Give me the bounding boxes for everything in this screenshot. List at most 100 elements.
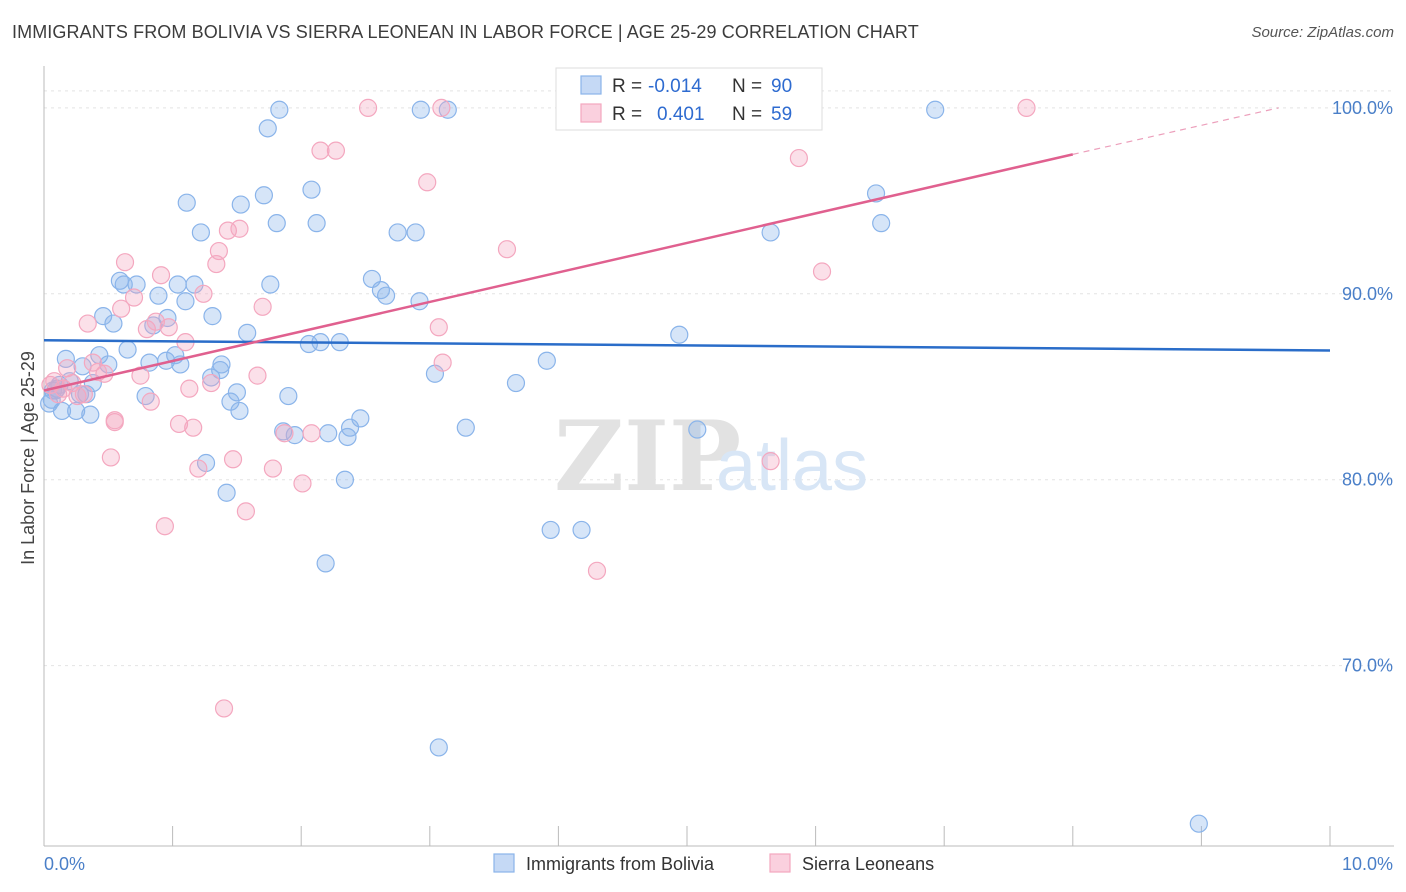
data-point	[83, 353, 102, 372]
legend-swatch-bolivia	[580, 75, 602, 95]
data-point	[194, 284, 213, 303]
data-point	[141, 392, 160, 411]
data-point	[307, 214, 326, 233]
data-point	[253, 297, 272, 316]
data-point	[299, 334, 319, 354]
watermark-atlas: atlas	[716, 426, 868, 506]
bottom-legend: Immigrants from Bolivia Sierra Leoneans	[493, 853, 934, 874]
data-point	[335, 470, 355, 489]
data-point	[311, 141, 330, 160]
y-tick-labels: 70.0% 80.0% 90.0% 100.0%	[1332, 98, 1393, 676]
data-point	[202, 373, 221, 393]
data-point	[1017, 98, 1036, 117]
y-axis-title: In Labor Force | Age 25-29	[18, 351, 38, 565]
data-point	[212, 355, 231, 374]
legend-n-label-1: N =	[732, 76, 762, 97]
data-point	[541, 520, 560, 540]
data-point	[74, 385, 93, 404]
data-point	[149, 286, 168, 305]
trend-lines	[43, 107, 1331, 392]
bottom-legend-swatch-sierra-leonean	[769, 853, 791, 873]
data-point	[230, 219, 249, 238]
data-point	[293, 474, 312, 493]
data-point	[497, 240, 517, 259]
data-point	[177, 193, 196, 212]
data-point	[351, 409, 370, 428]
bottom-legend-label-sierra-leonean: Sierra Leoneans	[802, 854, 934, 874]
data-point	[411, 100, 430, 119]
data-point	[506, 373, 526, 393]
data-point	[112, 299, 131, 318]
data-point	[410, 292, 429, 311]
data-point	[114, 275, 133, 294]
data-point	[169, 414, 189, 434]
legend-n-label-2: N =	[732, 104, 762, 125]
data-point	[248, 366, 267, 385]
bottom-legend-swatch-bolivia	[493, 853, 515, 873]
data-point	[326, 141, 346, 160]
data-point	[214, 699, 234, 718]
data-point	[218, 221, 237, 240]
data-point	[302, 180, 321, 199]
data-point	[176, 292, 195, 311]
legend-r-value-2: 0.401	[657, 104, 705, 125]
data-point	[49, 385, 68, 404]
data-point	[184, 418, 203, 437]
y-tick-label: 80.0%	[1342, 470, 1393, 490]
trend-line-sierra-leonean	[43, 153, 1074, 392]
data-point	[238, 323, 257, 342]
data-point	[168, 275, 187, 294]
x-tick-label: 10.0%	[1342, 854, 1393, 874]
data-point	[340, 418, 360, 437]
data-point	[587, 561, 607, 580]
chart-title: IMMIGRANTS FROM BOLIVIA VS SIERRA LEONEA…	[12, 22, 919, 42]
data-point	[151, 266, 171, 285]
x-tick-labels: 0.0% 10.0%	[44, 854, 1393, 874]
legend-box: R = -0.014 N = 90 R = 0.401 N = 59	[555, 67, 823, 131]
data-point	[203, 307, 222, 326]
data-point	[376, 286, 396, 305]
legend-r-value-1: -0.014	[648, 76, 702, 97]
data-point	[275, 424, 294, 443]
data-point	[155, 517, 174, 536]
data-point	[209, 241, 228, 261]
data-point	[358, 98, 378, 117]
data-point	[211, 360, 230, 380]
data-point	[78, 314, 97, 333]
data-point	[761, 223, 780, 242]
data-point	[254, 186, 274, 205]
data-point	[189, 459, 208, 478]
data-point	[223, 450, 243, 469]
data-point	[279, 386, 298, 406]
legend-swatch-sierra-leonean	[580, 103, 602, 123]
data-point	[99, 355, 118, 374]
data-point	[432, 98, 451, 117]
data-point	[118, 340, 137, 359]
data-point	[302, 424, 321, 443]
data-point	[388, 223, 407, 242]
data-point	[104, 314, 123, 333]
data-point	[191, 223, 210, 242]
legend-n-value-2: 59	[771, 104, 792, 125]
data-point	[371, 280, 391, 300]
data-point	[68, 386, 87, 406]
data-point	[670, 325, 689, 344]
data-point	[572, 520, 591, 540]
data-point	[136, 386, 155, 406]
data-point	[418, 173, 437, 192]
legend-n-value-1: 90	[771, 76, 792, 97]
data-point	[316, 554, 335, 573]
grid-lines	[44, 90, 1394, 667]
legend-r-label-2: R =	[612, 104, 642, 125]
source-label: Source: ZipAtlas.com	[1251, 24, 1394, 41]
data-point	[261, 275, 280, 294]
data-point	[95, 364, 114, 383]
data-point	[231, 195, 250, 214]
axes	[43, 66, 1394, 847]
data-point	[406, 223, 425, 242]
data-point	[438, 100, 457, 119]
watermark: ZIP atlas	[554, 400, 868, 513]
x-tick-label: 0.0%	[44, 854, 85, 874]
y-tick-label: 70.0%	[1342, 656, 1393, 676]
